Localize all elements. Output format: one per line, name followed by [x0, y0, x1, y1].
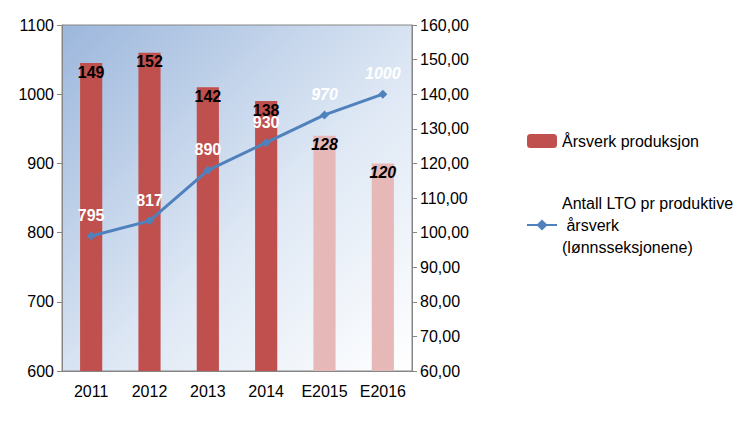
svg-text:120: 120	[369, 164, 396, 181]
svg-text:1100: 1100	[20, 17, 55, 34]
svg-text:70,00: 70,00	[420, 328, 460, 345]
svg-text:150,00: 150,00	[420, 51, 469, 68]
svg-text:1000: 1000	[18, 86, 54, 103]
svg-text:600: 600	[27, 363, 54, 380]
svg-text:årsverk: årsverk	[562, 217, 623, 234]
svg-text:930: 930	[253, 114, 280, 131]
svg-text:E2016: E2016	[360, 383, 406, 400]
svg-text:Antall LTO pr produktive: Antall LTO pr produktive	[562, 195, 733, 212]
svg-text:149: 149	[78, 64, 105, 81]
svg-text:130,00: 130,00	[420, 120, 469, 137]
svg-text:900: 900	[27, 155, 54, 172]
svg-text:2012: 2012	[132, 383, 168, 400]
svg-text:90,00: 90,00	[420, 259, 460, 276]
svg-text:60,00: 60,00	[420, 363, 460, 380]
svg-text:795: 795	[78, 207, 105, 224]
svg-text:700: 700	[27, 293, 54, 310]
svg-text:970: 970	[311, 86, 338, 103]
svg-text:160,00: 160,00	[420, 17, 469, 34]
svg-text:80,00: 80,00	[420, 293, 460, 310]
svg-text:142: 142	[194, 88, 221, 105]
svg-text:110,00: 110,00	[420, 190, 468, 207]
svg-text:2014: 2014	[248, 383, 284, 400]
svg-text:2011: 2011	[74, 383, 109, 400]
svg-text:1000: 1000	[365, 65, 401, 82]
svg-text:152: 152	[136, 53, 163, 70]
svg-text:100,00: 100,00	[420, 224, 469, 241]
svg-text:(lønnsseksjonene): (lønnsseksjonene)	[562, 239, 693, 256]
svg-text:120,00: 120,00	[420, 155, 469, 172]
svg-text:890: 890	[194, 141, 221, 158]
svg-text:138: 138	[252, 101, 280, 119]
svg-text:2013: 2013	[190, 383, 226, 400]
svg-text:800: 800	[27, 224, 54, 241]
svg-text:140,00: 140,00	[420, 86, 469, 103]
svg-text:817: 817	[136, 192, 163, 209]
svg-text:Årsverk produksjon: Årsverk produksjon	[562, 132, 699, 150]
svg-text:E2015: E2015	[301, 383, 347, 400]
svg-text:128: 128	[311, 136, 338, 153]
